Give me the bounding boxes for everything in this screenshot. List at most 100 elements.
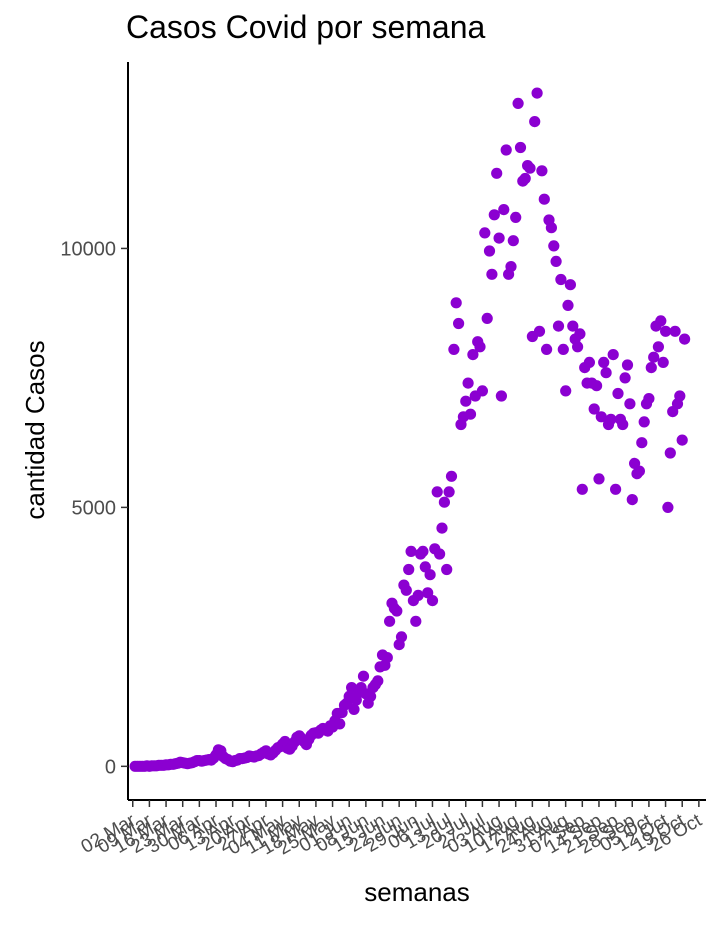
data-point — [476, 385, 488, 397]
data-point — [548, 240, 560, 252]
data-point — [464, 408, 477, 420]
data-point — [669, 325, 681, 337]
data-point — [483, 245, 496, 257]
data-point — [660, 325, 672, 337]
data-point — [541, 343, 553, 355]
data-point — [400, 584, 412, 596]
data-point — [676, 434, 688, 446]
data-points — [129, 87, 691, 772]
data-point — [445, 470, 458, 482]
data-point — [545, 222, 558, 234]
data-point — [462, 377, 474, 389]
data-point — [486, 268, 498, 280]
data-point — [391, 605, 403, 617]
data-point — [507, 235, 519, 247]
data-point — [384, 615, 396, 627]
data-point — [679, 333, 691, 345]
data-point — [474, 341, 486, 353]
data-point — [648, 351, 660, 363]
data-point — [655, 315, 667, 327]
data-point — [498, 204, 510, 216]
data-point — [557, 343, 569, 355]
data-point — [479, 227, 491, 239]
data-point — [531, 87, 543, 99]
data-point — [431, 486, 443, 498]
y-tick-label: 0 — [105, 756, 116, 778]
data-point — [574, 328, 586, 340]
data-point — [674, 390, 686, 402]
data-point — [372, 675, 384, 687]
data-point — [607, 349, 619, 361]
y-axis-title: cantidad Casos — [20, 340, 50, 519]
data-point — [467, 349, 479, 361]
data-point — [643, 393, 655, 405]
data-point — [662, 501, 674, 513]
data-point — [621, 359, 634, 371]
data-point — [595, 411, 607, 423]
data-point — [591, 380, 603, 392]
data-point — [395, 631, 408, 643]
data-point — [524, 162, 536, 174]
data-point — [493, 232, 505, 244]
data-point — [533, 325, 546, 337]
data-point — [624, 398, 636, 410]
data-point — [564, 279, 577, 291]
data-point — [334, 718, 346, 730]
data-point — [348, 703, 360, 716]
data-point — [636, 437, 648, 449]
data-point — [434, 548, 446, 560]
data-point — [441, 563, 453, 576]
data-point — [638, 416, 650, 428]
y-tick-label: 5000 — [72, 497, 117, 519]
data-point — [443, 486, 455, 498]
data-point — [426, 595, 439, 607]
data-point — [481, 312, 493, 324]
data-point — [598, 356, 610, 368]
x-axis-title: semanas — [364, 877, 470, 907]
data-point — [453, 317, 465, 330]
data-point — [357, 670, 370, 682]
data-point — [605, 413, 617, 425]
chart-title: Casos Covid por semana — [126, 9, 485, 45]
data-point — [664, 447, 676, 459]
data-point — [612, 387, 624, 400]
data-point — [583, 356, 596, 368]
data-point — [657, 356, 669, 368]
data-point — [448, 343, 460, 355]
data-point — [505, 261, 517, 273]
data-point — [572, 341, 584, 353]
data-point — [652, 341, 665, 353]
data-point — [610, 483, 622, 495]
data-point — [588, 403, 600, 415]
data-point — [495, 390, 507, 402]
data-point — [645, 362, 657, 374]
data-point — [626, 494, 638, 506]
data-point — [555, 273, 567, 286]
data-point — [436, 522, 448, 534]
data-point — [514, 141, 527, 154]
data-point — [562, 299, 574, 311]
data-point — [617, 418, 629, 431]
data-point — [567, 320, 579, 332]
data-point — [512, 97, 524, 109]
data-point — [450, 297, 462, 309]
data-point — [500, 144, 512, 156]
data-point — [538, 193, 550, 205]
data-point — [593, 473, 605, 485]
data-point — [417, 545, 429, 558]
data-point — [488, 209, 500, 221]
data-point — [438, 496, 450, 508]
data-point — [550, 255, 562, 267]
y-axis: 0 5000 10000 — [60, 62, 129, 800]
data-point — [576, 483, 588, 495]
data-point — [519, 172, 531, 185]
data-point — [460, 395, 472, 407]
data-point — [410, 615, 422, 627]
data-point — [365, 690, 377, 703]
data-point — [412, 589, 424, 602]
data-point — [403, 563, 415, 576]
data-point — [510, 211, 522, 223]
data-point — [491, 167, 503, 179]
